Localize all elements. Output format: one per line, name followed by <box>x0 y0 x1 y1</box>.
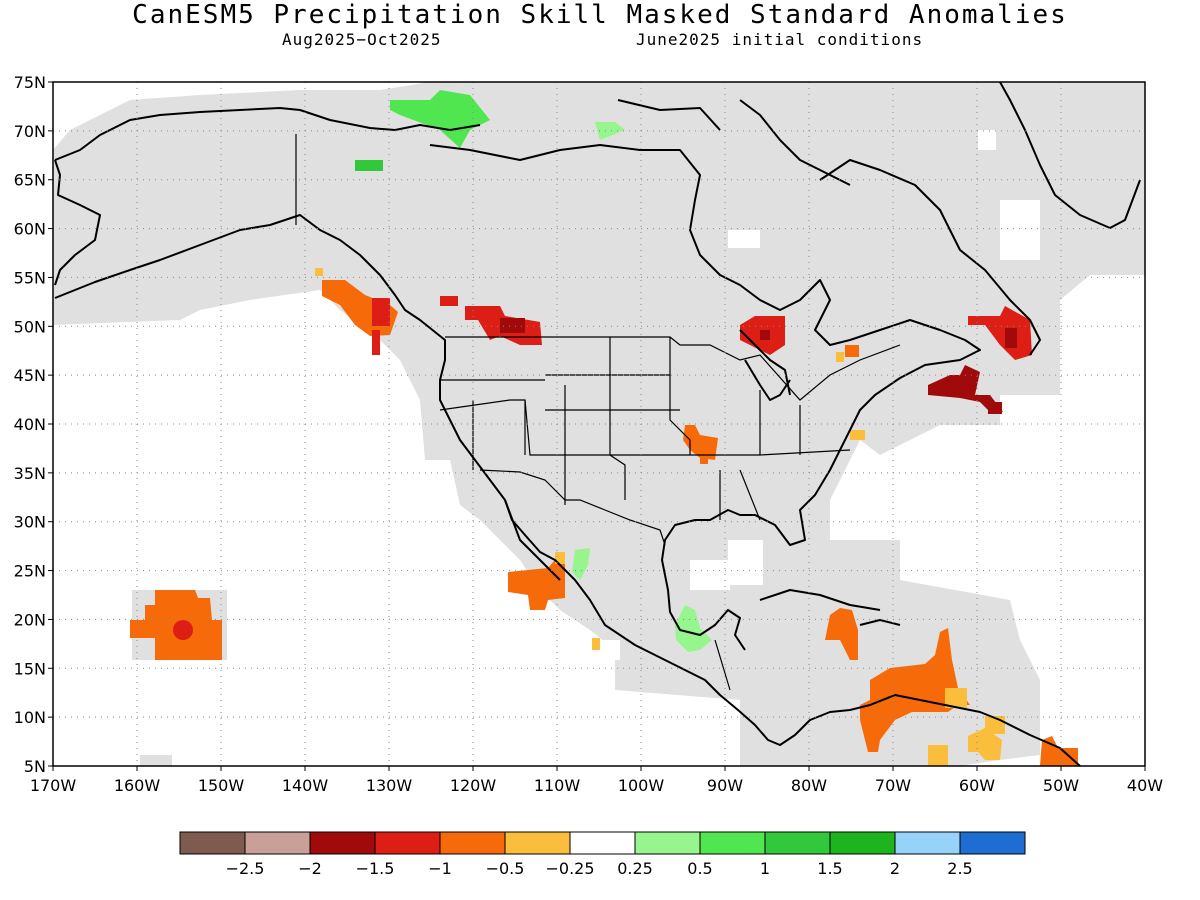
lat-tick-label: 35N <box>14 464 46 483</box>
colorbar-label: 1.5 <box>817 859 842 878</box>
colorbar-label: −0.25 <box>545 859 594 878</box>
colorbar-swatch <box>309 831 376 855</box>
lat-tick-label: 30N <box>14 513 46 532</box>
colorbar-label: −1.5 <box>356 859 395 878</box>
colorbar-swatch <box>374 831 441 855</box>
lat-lon-grid <box>53 82 1145 766</box>
lat-tick-label: 75N <box>14 73 46 92</box>
lat-tick-label: 50N <box>14 317 46 336</box>
lat-tick-label: 45N <box>14 366 46 385</box>
colorbar-swatch <box>179 831 246 855</box>
lon-tick-label: 70W <box>875 776 911 795</box>
lon-tick-label: 110W <box>534 776 581 795</box>
lon-tick-label: 40W <box>1127 776 1163 795</box>
colorbar-swatch <box>569 831 636 855</box>
colorbar-swatch <box>959 831 1026 855</box>
lon-tick-label: 80W <box>791 776 827 795</box>
lon-tick-label: 60W <box>959 776 995 795</box>
lat-tick-label: 5N <box>24 757 46 776</box>
initial-conditions-subtitle: June2025 initial conditions <box>636 30 924 49</box>
colorbar-label: 2.5 <box>947 859 972 878</box>
lon-tick-label: 150W <box>198 776 245 795</box>
colorbar-label: −1 <box>428 859 452 878</box>
colorbar-label: 0.25 <box>617 859 653 878</box>
unmasked-areas <box>590 130 1040 660</box>
map-title: CanESM5 Precipitation Skill Masked Stand… <box>132 0 1068 30</box>
political-boundaries <box>295 134 901 691</box>
lat-tick-label: 70N <box>14 122 46 141</box>
colorbar-swatch <box>504 831 571 855</box>
lat-tick-label: 15N <box>14 659 46 678</box>
lon-tick-label: 160W <box>114 776 161 795</box>
coastlines <box>54 82 1141 766</box>
colorbar-label: 0.5 <box>687 859 712 878</box>
colorbar-swatch <box>829 831 896 855</box>
positive-anomalies <box>355 90 712 652</box>
longitude-axis: 170W 160W 150W 140W 130W 120W 110W 100W 90W 80W 70… <box>30 766 1163 795</box>
lat-tick-label: 55N <box>14 268 46 287</box>
colorbar-label: −2 <box>298 859 322 878</box>
lon-tick-label: 130W <box>366 776 413 795</box>
colorbar-label: −0.5 <box>486 859 525 878</box>
colorbar-swatch <box>894 831 961 855</box>
lat-tick-label: 65N <box>14 171 46 190</box>
lat-tick-label: 20N <box>14 610 46 629</box>
colorbar-swatch <box>764 831 831 855</box>
colorbar: −2.5 −2 −1.5 −1 −0.5 −0.25 0.25 0.5 1 1.5 2 2.5 <box>179 831 1026 878</box>
colorbar-swatch <box>244 831 311 855</box>
lat-tick-label: 25N <box>14 562 46 581</box>
colorbar-swatch <box>699 831 766 855</box>
latitude-axis: 5N 10N 15N 20N 25N 30N 35N 40N 45N 50N 55N 60N 65N 70… <box>14 73 53 776</box>
colorbar-label: 1 <box>760 859 770 878</box>
lon-tick-label: 90W <box>707 776 743 795</box>
lon-tick-label: 170W <box>30 776 77 795</box>
lat-tick-label: 40N <box>14 415 46 434</box>
colorbar-swatch <box>634 831 701 855</box>
lat-tick-label: 10N <box>14 708 46 727</box>
lon-tick-label: 100W <box>618 776 665 795</box>
map-plot-area <box>53 82 1145 766</box>
lon-tick-label: 50W <box>1043 776 1079 795</box>
colorbar-label: 2 <box>890 859 900 878</box>
lon-tick-label: 120W <box>450 776 497 795</box>
season-subtitle: Aug2025−Oct2025 <box>282 30 442 49</box>
lat-tick-label: 60N <box>14 220 46 239</box>
negative-anomalies <box>130 268 1078 766</box>
lon-tick-label: 140W <box>282 776 329 795</box>
colorbar-swatch <box>439 831 506 855</box>
colorbar-label: −2.5 <box>226 859 265 878</box>
